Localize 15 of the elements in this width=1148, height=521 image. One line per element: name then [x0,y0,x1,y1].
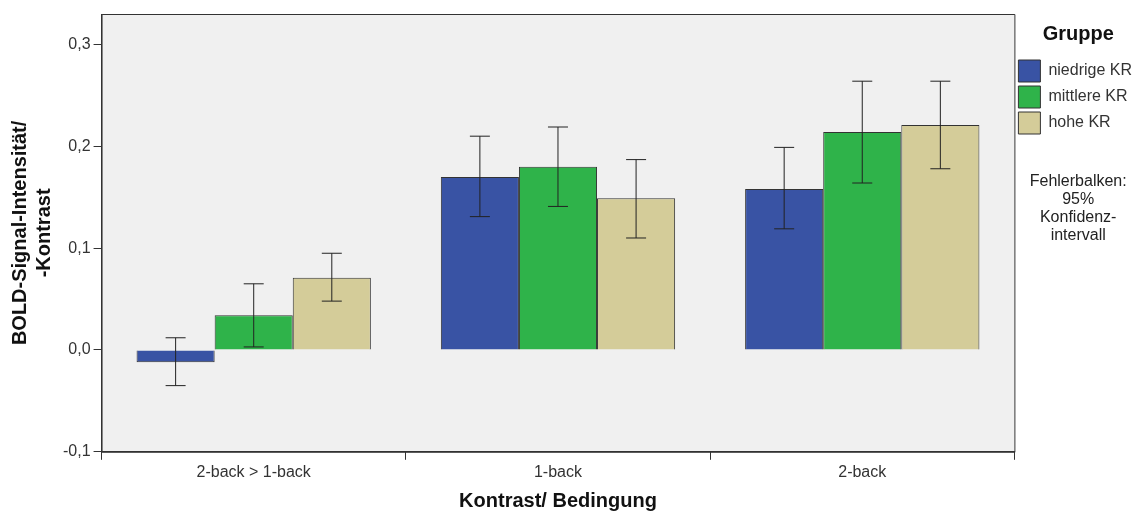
y-axis-title: BOLD-Signal-Intensität/ -Kontrast [7,120,54,346]
legend-label: hohe KR [1048,113,1111,131]
x-axis-title: Kontrast/ Bedingung [459,488,657,511]
y-tick-label: -0,1 [62,442,91,460]
y-tick-label: 0,1 [68,238,91,256]
legend-label: mittlere KR [1048,87,1128,105]
y-tick-label: 0,0 [68,340,91,358]
y-tick-label: 0,3 [68,34,91,52]
y-tick-label: 0,2 [68,136,91,154]
x-tick-label: 2-back [838,462,888,480]
x-tick-label: 1-back [533,462,583,480]
legend-title: Gruppe [1042,21,1114,44]
x-tick-label: 2-back > 1-back [196,462,312,480]
legend-label: niedrige KR [1048,61,1133,79]
text: Fehlerbalken: 95% Konfidenz-intervall [1029,172,1127,244]
